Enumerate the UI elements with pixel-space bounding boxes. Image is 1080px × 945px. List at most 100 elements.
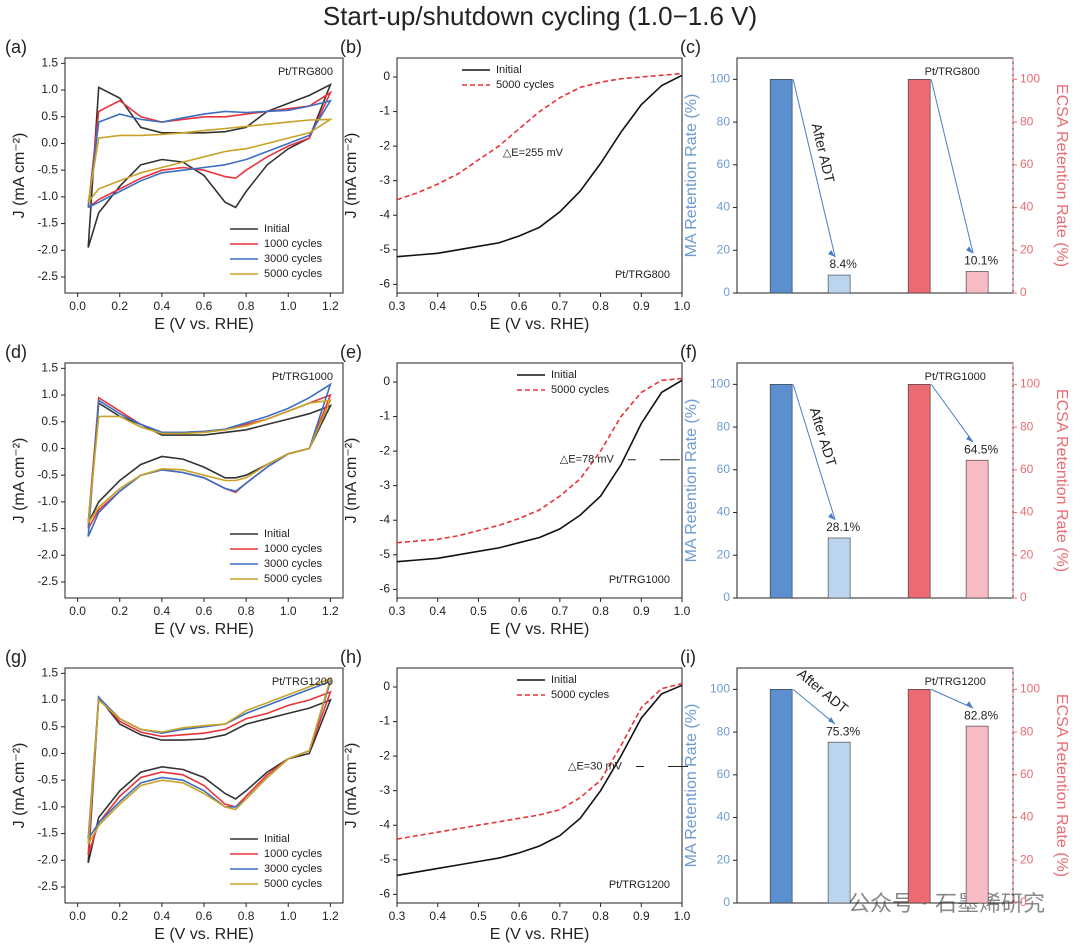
figure-title: Start-up/shutdown cycling (1.0−1.6 V) xyxy=(323,1,757,31)
legend-label: 3000 cycles xyxy=(264,253,323,265)
sample-label: Pt/TRG1200 xyxy=(925,676,986,688)
y-tick-label: 100 xyxy=(710,377,730,391)
x-axis-label: E (V vs. RHE) xyxy=(154,621,254,638)
x-tick-label: 1.2 xyxy=(322,604,339,618)
value-label: 64.5% xyxy=(964,442,998,456)
y-tick-label: -1 xyxy=(379,104,390,118)
y2-axis-label: ECSA Retention Rate (%) xyxy=(1053,694,1070,877)
y-axis-label: MA Retention Rate (%) xyxy=(683,94,700,258)
y-tick-label: 0 xyxy=(383,69,390,83)
data-line xyxy=(87,118,334,203)
value-label: 82.8% xyxy=(964,708,998,722)
y-tick-label: -2.0 xyxy=(37,547,58,561)
y-tick-label: 0.0 xyxy=(41,441,58,455)
y-tick-label: -2.0 xyxy=(37,852,58,866)
y-tick-label: -1.5 xyxy=(37,826,58,840)
annotation: After ADT xyxy=(794,665,851,716)
arrow xyxy=(792,688,836,725)
x-tick-label: 1.0 xyxy=(280,909,297,923)
y-axis-label: J (mA cm⁻²) xyxy=(343,133,360,219)
y-tick-label: -5 xyxy=(379,242,390,256)
data-line xyxy=(87,393,332,529)
y-tick-label: 1.0 xyxy=(41,82,58,96)
x-tick-label: 0.7 xyxy=(552,909,569,923)
y-tick-label: 0 xyxy=(383,679,390,693)
y-tick-label: -4 xyxy=(379,817,390,831)
bar xyxy=(965,725,989,904)
y2-tick-label: 0 xyxy=(1020,285,1027,299)
y-tick-label: 0 xyxy=(383,374,390,388)
arrow-head xyxy=(828,250,836,258)
x-tick-label: 1.2 xyxy=(322,909,339,923)
data-line xyxy=(87,690,332,856)
x-axis-label: E (V vs. RHE) xyxy=(490,316,590,333)
y-tick-label: -4 xyxy=(379,207,390,221)
y2-tick-label: 60 xyxy=(1020,767,1034,781)
y-axis-label: J (mA cm⁻²) xyxy=(11,743,28,829)
legend-label: 3000 cycles xyxy=(264,558,323,570)
sample-label: Pt/TRG1000 xyxy=(925,371,986,383)
x-tick-label: 0.6 xyxy=(196,299,213,313)
sample-label: Pt/TRG1000 xyxy=(609,574,670,586)
x-tick-label: 0.7 xyxy=(552,299,569,313)
y2-tick-label: 80 xyxy=(1020,724,1034,738)
y-tick-label: 20 xyxy=(717,547,731,561)
x-tick-label: 0.4 xyxy=(429,604,446,618)
y-tick-label: 20 xyxy=(717,852,731,866)
x-tick-label: 1.2 xyxy=(322,299,339,313)
y-tick-label: -5 xyxy=(379,547,390,561)
y-tick-label: 1.0 xyxy=(41,692,58,706)
y2-tick-label: 40 xyxy=(1020,505,1034,519)
data-line xyxy=(87,401,333,524)
y-tick-label: -1.0 xyxy=(37,189,58,203)
y-tick-label: 0 xyxy=(723,285,730,299)
y-tick-label: -5 xyxy=(379,852,390,866)
y-tick-label: 100 xyxy=(710,72,730,86)
y-tick-label: -6 xyxy=(379,277,390,291)
x-tick-label: 0.0 xyxy=(69,299,86,313)
y-tick-label: -0.5 xyxy=(37,467,58,481)
x-tick-label: 0.4 xyxy=(154,909,171,923)
data-line xyxy=(87,99,333,209)
y2-tick-label: 100 xyxy=(1020,72,1040,86)
legend-label: Initial xyxy=(264,223,290,235)
panel-label: (e) xyxy=(340,342,362,362)
watermark: 公众号 · 石墨烯研究 xyxy=(848,892,1045,917)
panel-label: (a) xyxy=(5,37,27,57)
annotation: △E=30 mV xyxy=(568,760,623,772)
y2-tick-label: 20 xyxy=(1020,242,1034,256)
sample-label: Pt/TRG800 xyxy=(925,66,980,78)
panel-label: (h) xyxy=(340,647,362,667)
arrow xyxy=(792,384,836,521)
x-tick-label: 0.2 xyxy=(111,604,128,618)
y2-tick-label: 80 xyxy=(1020,114,1034,128)
sample-label: Pt/TRG800 xyxy=(278,66,333,78)
y2-tick-label: 20 xyxy=(1020,547,1034,561)
x-tick-label: 0.6 xyxy=(196,909,213,923)
y-tick-label: -4 xyxy=(379,512,390,526)
bar xyxy=(907,79,931,294)
y2-tick-label: 100 xyxy=(1020,682,1040,696)
y-tick-label: -1.0 xyxy=(37,494,58,508)
x-tick-label: 0.7 xyxy=(552,604,569,618)
data-line xyxy=(396,72,683,201)
y2-tick-label: 100 xyxy=(1020,377,1040,391)
y-tick-label: 0.5 xyxy=(41,719,58,733)
x-tick-label: 0.3 xyxy=(389,909,406,923)
value-label: 28.1% xyxy=(826,520,860,534)
y-tick-label: 1.5 xyxy=(41,56,58,70)
y-tick-label: -0.5 xyxy=(37,162,58,176)
arrow-head xyxy=(966,435,974,443)
y2-axis-label: ECSA Retention Rate (%) xyxy=(1053,389,1070,572)
x-tick-label: 0.2 xyxy=(111,909,128,923)
y-tick-label: -2.5 xyxy=(37,879,58,893)
y-axis-label: J (mA cm⁻²) xyxy=(343,743,360,829)
panel-label: (c) xyxy=(680,37,701,57)
arrow-head xyxy=(828,717,836,725)
arrow-head xyxy=(966,701,974,709)
legend-label: 5000 cycles xyxy=(264,573,323,585)
bar xyxy=(827,537,851,599)
x-tick-label: 0.9 xyxy=(633,299,650,313)
x-tick-label: 0.6 xyxy=(196,604,213,618)
bar xyxy=(907,384,931,599)
